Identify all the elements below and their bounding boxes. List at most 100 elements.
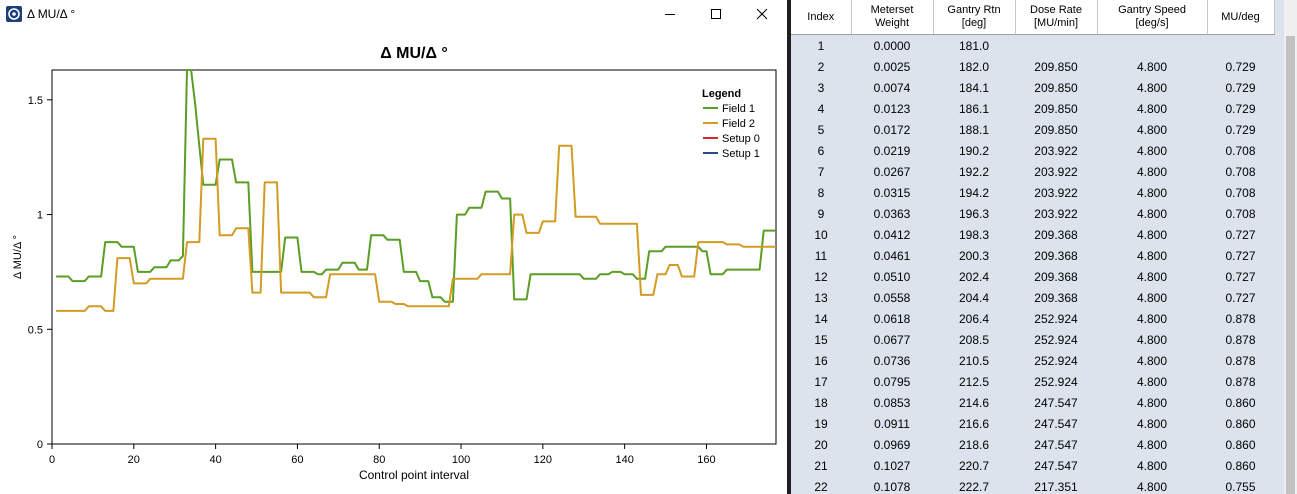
column-header-label: Gantry Speed [1118, 4, 1186, 16]
table-cell: 247.547 [1034, 437, 1078, 452]
table-cell: 4.800 [1136, 122, 1168, 137]
table-cell: 0.0025 [873, 59, 911, 74]
minimize-button[interactable] [647, 0, 693, 28]
column-header[interactable]: Gantry Rtn [deg] [933, 0, 1016, 35]
maximize-icon [711, 9, 721, 19]
table-cell: 4.800 [1136, 311, 1168, 326]
table-cell: 0.0412 [873, 227, 911, 242]
table-row[interactable]: 9 0.0363 196.3 203.922 4.800 0.708 [791, 203, 1274, 224]
table-cell: 218.6 [958, 437, 990, 452]
table-cell: 202.4 [958, 269, 990, 284]
table-cell: 0.860 [1225, 437, 1256, 452]
table-cell: 0.708 [1225, 143, 1256, 158]
table-cell: 208.5 [958, 332, 990, 347]
vertical-scrollbar[interactable] [1284, 0, 1297, 494]
y-tick-label: 1 [37, 210, 43, 222]
legend-item-label: Setup 1 [722, 148, 760, 160]
table-row[interactable]: 19 0.0911 216.6 247.547 4.800 0.860 [791, 413, 1274, 434]
series-layer [56, 69, 776, 312]
table-cell: 192.2 [958, 164, 990, 179]
table-cell: 22 [814, 479, 828, 494]
legend-title: Legend [702, 88, 741, 100]
table-row[interactable]: 17 0.0795 212.5 252.924 4.800 0.878 [791, 371, 1274, 392]
table-row[interactable]: 6 0.0219 190.2 203.922 4.800 0.708 [791, 140, 1274, 161]
x-axis-label: Control point interval [359, 468, 469, 482]
table-row[interactable]: 18 0.0853 214.6 247.547 4.800 0.860 [791, 392, 1274, 413]
table-cell: 4.800 [1136, 416, 1168, 431]
table-cell: 19 [814, 416, 828, 431]
table-row[interactable]: 21 0.1027 220.7 247.547 4.800 0.860 [791, 455, 1274, 476]
column-header-label: Gantry Rtn [947, 4, 1001, 16]
table-header: Index Meterset Weight Gantry Rtn [deg] Dose R… [791, 0, 1275, 35]
table-row[interactable]: 2 0.0025 182.0 209.850 4.800 0.729 [791, 56, 1274, 77]
table-cell: 222.7 [958, 479, 990, 494]
table-row[interactable]: 1 0.0000 181.0 [791, 35, 1274, 57]
table-cell: 18 [814, 395, 828, 410]
table-cell: 14 [814, 311, 828, 326]
control-point-table: Index Meterset Weight Gantry Rtn [deg] Dose R… [791, 0, 1297, 494]
table-cell: 0.727 [1225, 248, 1256, 263]
table-row[interactable]: 3 0.0074 184.1 209.850 4.800 0.729 [791, 77, 1274, 98]
close-button[interactable] [739, 0, 785, 28]
table-cell: 0.729 [1225, 80, 1256, 95]
legend-item-label: Field 1 [722, 103, 755, 115]
table-cell [1015, 35, 1097, 57]
table-row[interactable]: 12 0.0510 202.4 209.368 4.800 0.727 [791, 266, 1274, 287]
maximize-button[interactable] [693, 0, 739, 28]
table-cell: 0.878 [1225, 353, 1256, 368]
table-row[interactable]: 20 0.0969 218.6 247.547 4.800 0.860 [791, 434, 1274, 455]
table-cell: 4.800 [1136, 185, 1168, 200]
table-cell: 0.727 [1225, 290, 1256, 305]
table-cell: 0.878 [1225, 374, 1256, 389]
column-header[interactable]: Dose Rate [MU/min] [1015, 0, 1098, 35]
table-cell: 0.708 [1225, 206, 1256, 221]
column-header[interactable]: Index [791, 0, 852, 35]
table-row[interactable]: 4 0.0123 186.1 209.850 4.800 0.729 [791, 98, 1274, 119]
table-cell: 252.924 [1034, 311, 1078, 326]
table-cell: 209.850 [1034, 80, 1078, 95]
scrollbar-thumb[interactable] [1286, 36, 1295, 494]
table-row[interactable]: 22 0.1078 222.7 217.351 4.800 0.755 [791, 476, 1274, 494]
table-cell: 0.729 [1225, 122, 1256, 137]
table-body: 1 0.0000 181.0 2 0.0025 182.0 209.850 4.800 0.72… [791, 35, 1274, 494]
table-row[interactable]: 10 0.0412 198.3 209.368 4.800 0.727 [791, 224, 1274, 245]
table-cell: 4.800 [1136, 290, 1168, 305]
table-row[interactable]: 14 0.0618 206.4 252.924 4.800 0.878 [791, 308, 1274, 329]
table-cell: 0.0969 [873, 437, 911, 452]
legend-item-label: Setup 0 [722, 133, 760, 145]
table-cell: 182.0 [958, 59, 990, 74]
table-cell: 209.850 [1034, 59, 1078, 74]
table-row[interactable]: 8 0.0315 194.2 203.922 4.800 0.708 [791, 182, 1274, 203]
table-cell: 0.1078 [873, 479, 911, 494]
table-cell: 3 [817, 80, 825, 95]
column-header[interactable]: Gantry Speed [deg/s] [1097, 0, 1208, 35]
table-cell: 4.800 [1136, 206, 1168, 221]
table-row[interactable]: 15 0.0677 208.5 252.924 4.800 0.878 [791, 329, 1274, 350]
table-cell: 190.2 [958, 143, 990, 158]
table-cell: 4.800 [1136, 269, 1168, 284]
table-row[interactable]: 7 0.0267 192.2 203.922 4.800 0.708 [791, 161, 1274, 182]
x-tick-label: 120 [534, 454, 552, 466]
table-cell: 0.755 [1225, 479, 1256, 494]
column-header[interactable]: MU/deg [1207, 0, 1275, 35]
table-row[interactable]: 11 0.0461 200.3 209.368 4.800 0.727 [791, 245, 1274, 266]
series-line-field-1 [56, 69, 776, 303]
table-cell: 209.850 [1034, 101, 1078, 116]
table-cell: 4.800 [1136, 59, 1168, 74]
title-bar[interactable]: Δ MU/Δ ° [0, 0, 787, 28]
table-row[interactable]: 13 0.0558 204.4 209.368 4.800 0.727 [791, 287, 1274, 308]
table-cell: 0.860 [1225, 416, 1256, 431]
y-tick-label: 1.5 [28, 95, 43, 107]
split-divider[interactable] [787, 0, 791, 494]
column-header-label: MU/deg [1221, 10, 1260, 23]
column-header[interactable]: Meterset Weight [851, 0, 934, 35]
table-row[interactable]: 16 0.0736 210.5 252.924 4.800 0.878 [791, 350, 1274, 371]
table-cell: 4.800 [1136, 395, 1168, 410]
table-cell: 209.368 [1034, 269, 1078, 284]
table-cell: 10 [814, 227, 828, 242]
window-title: Δ MU/Δ ° [27, 7, 76, 21]
table-cell: 0.729 [1225, 59, 1256, 74]
table-cell: 0.0123 [873, 101, 911, 116]
table-cell: 0.0510 [873, 269, 911, 284]
table-row[interactable]: 5 0.0172 188.1 209.850 4.800 0.729 [791, 119, 1274, 140]
